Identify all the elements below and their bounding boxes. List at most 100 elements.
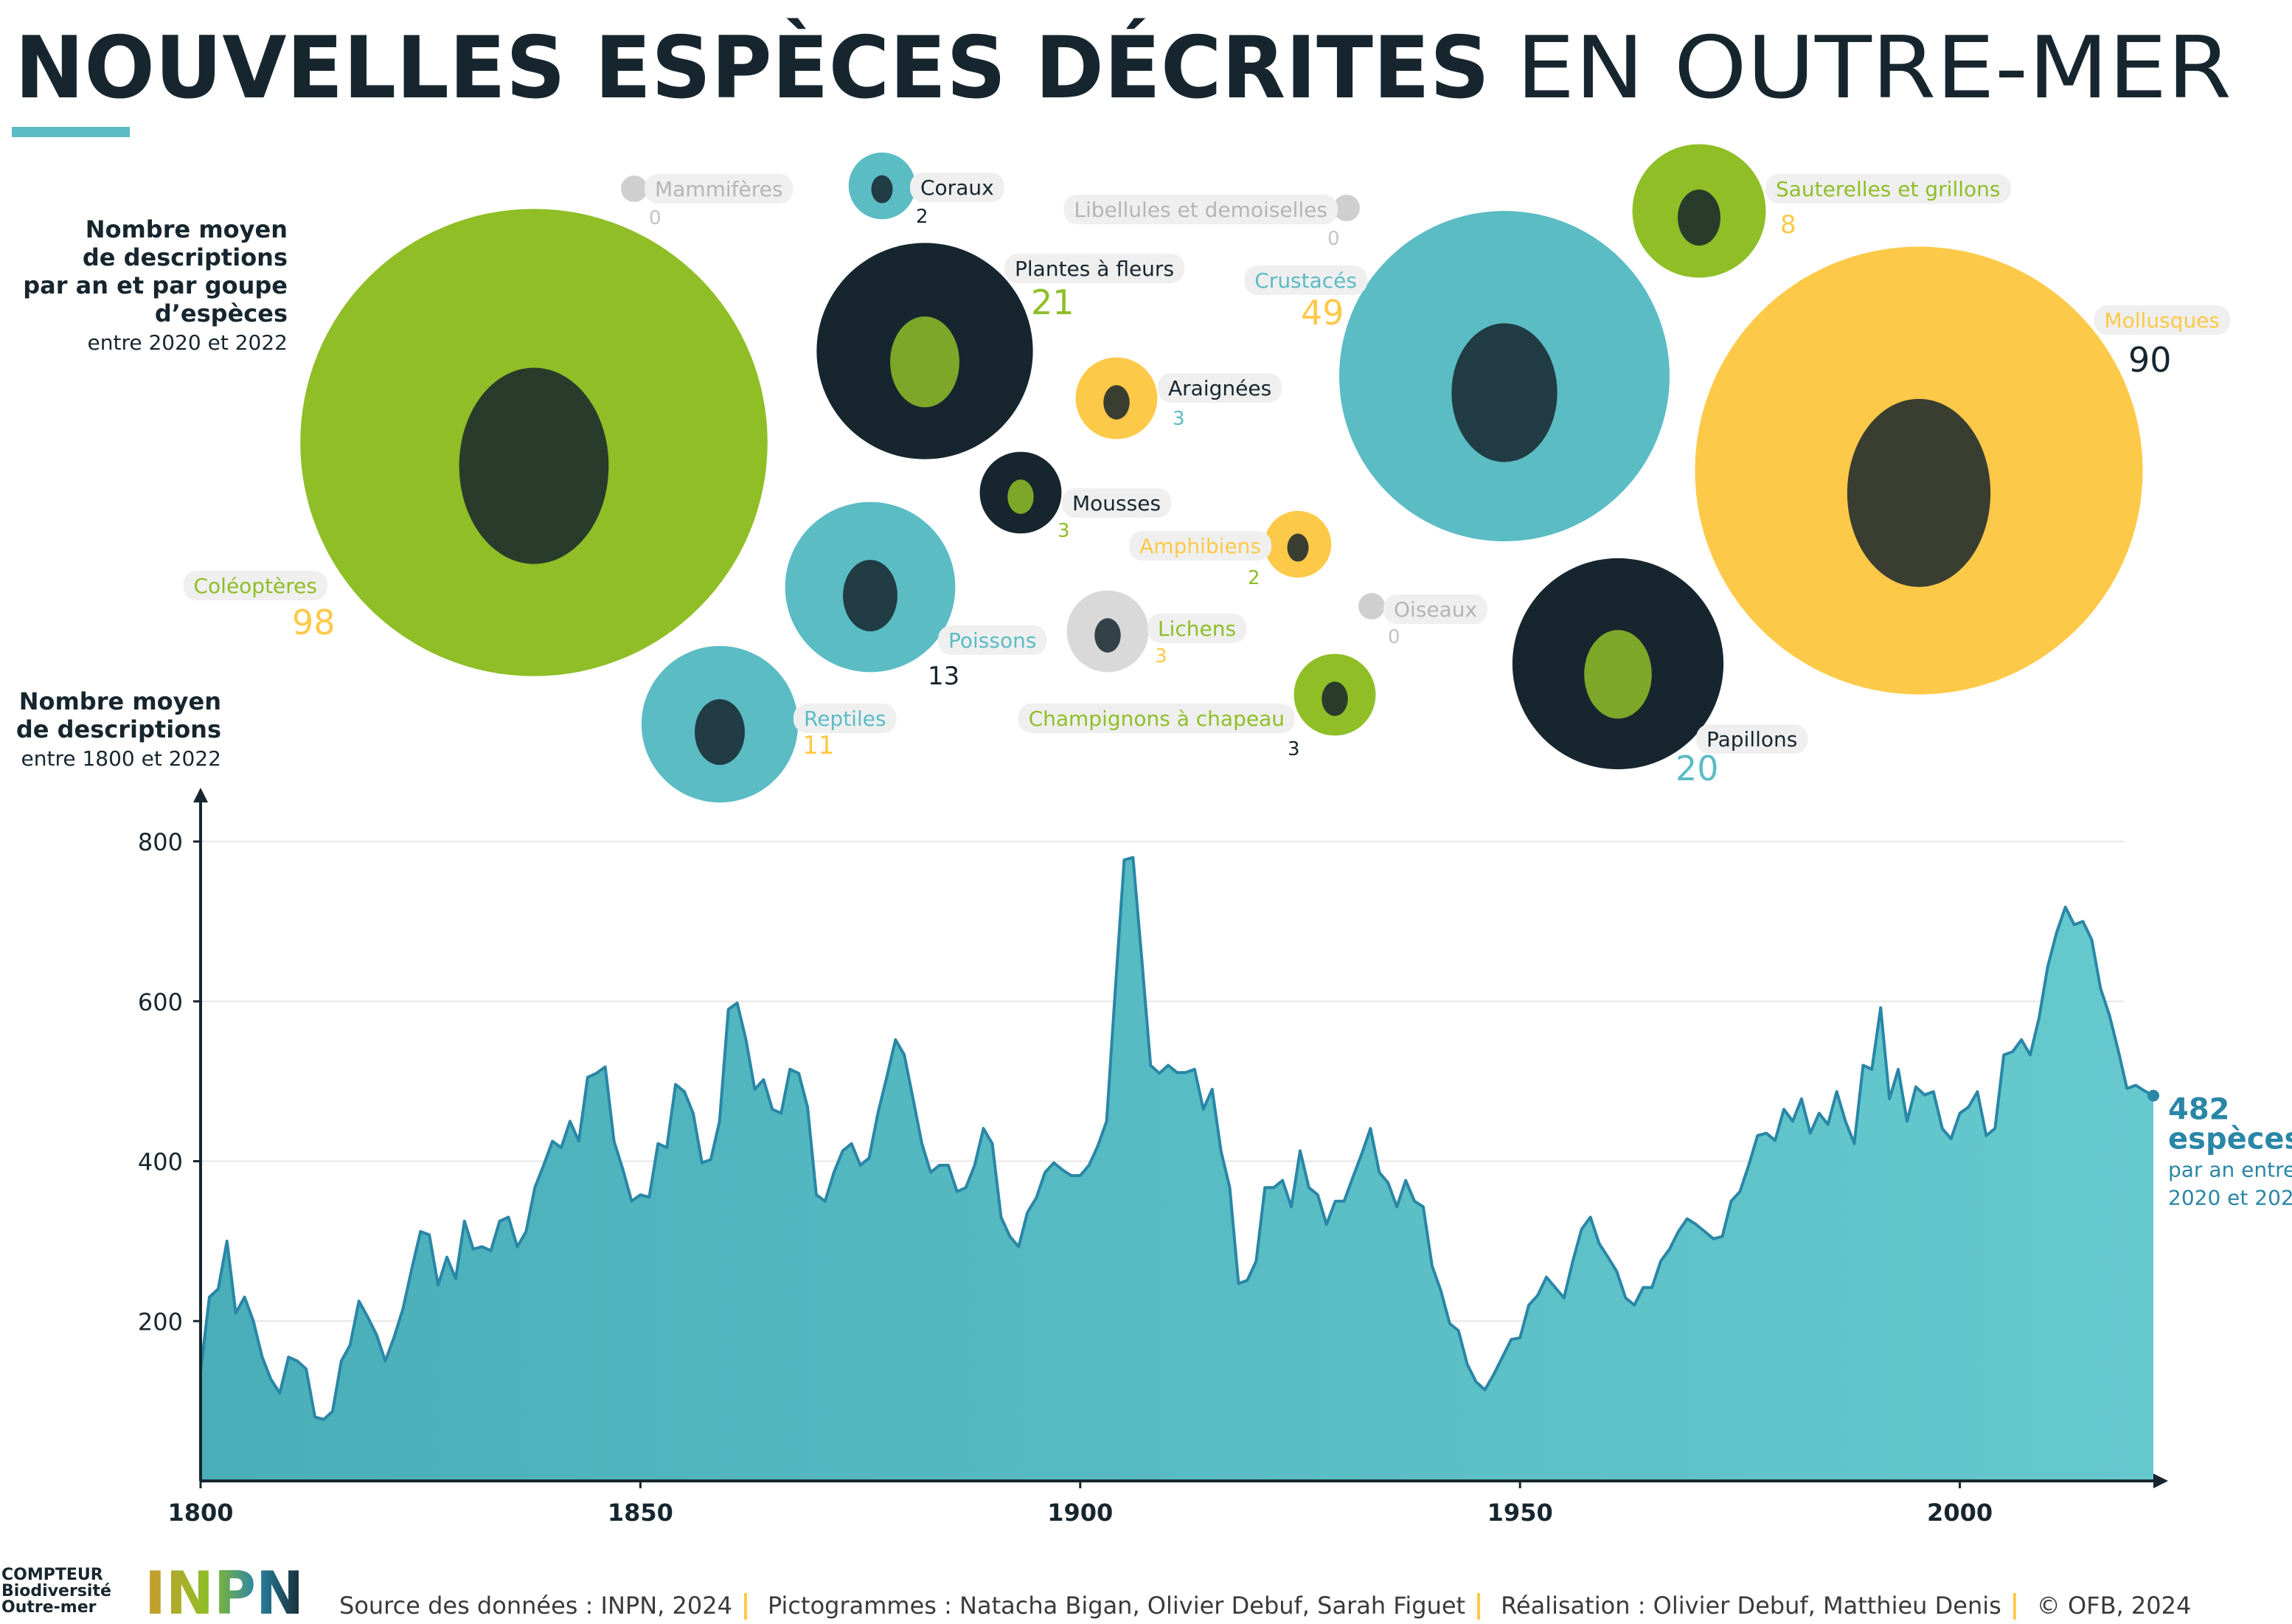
end-point: [2147, 1089, 2159, 1102]
bubble-icon: [1007, 479, 1034, 514]
y-axis-label: de descriptions: [16, 715, 221, 743]
bubble-icon: [1103, 385, 1130, 420]
bubble-label: Mousses: [1072, 491, 1161, 516]
bubble-label: Oiseaux: [1394, 597, 1477, 622]
bubble-value: 49: [1301, 293, 1344, 333]
x-tick-label: 2000: [1927, 1499, 1993, 1527]
x-tick-label: 1800: [167, 1499, 233, 1527]
bubble-icon: [843, 560, 897, 631]
bubble-label: Libellules et demoiselles: [1074, 198, 1327, 222]
logo-text: Outre-mer: [1, 1598, 97, 1617]
label-pill: [183, 571, 327, 600]
bubble-label: Plantes à fleurs: [1015, 257, 1174, 281]
y-axis-label-sub: entre 1800 et 2022: [21, 746, 222, 771]
bubble-icon: [695, 699, 745, 766]
note-line: Nombre moyen: [86, 215, 288, 243]
bubble: [1333, 195, 1360, 221]
bubble-label: Amphibiens: [1139, 534, 1261, 558]
y-tick-label: 200: [138, 1308, 183, 1336]
bubble-icon: [871, 175, 893, 204]
label-pill: [1129, 531, 1271, 561]
line: [199, 856, 2154, 1421]
x-tick-label: 1950: [1487, 1499, 1553, 1527]
bubble-value: 3: [1058, 520, 1070, 542]
bubble-value: 2: [916, 206, 928, 228]
label-pill: [1063, 195, 1338, 224]
bubble-label: Crustacés: [1254, 268, 1357, 293]
bubble-icon: [890, 316, 959, 408]
bubble-icon: [1678, 190, 1720, 246]
logo-text: COMPTEUR: [1, 1566, 103, 1584]
bubble: [1358, 593, 1385, 620]
bubble-value: 21: [1031, 282, 1074, 322]
y-tick-label: 800: [138, 828, 183, 856]
label-pill: [2094, 305, 2230, 335]
bubble-icon: [1451, 323, 1557, 462]
label-pill: [1062, 488, 1172, 518]
bubble-label: Coraux: [920, 176, 994, 200]
annotation-line: espèces: [2168, 1122, 2292, 1156]
bubble-label: Mammifères: [655, 177, 782, 201]
bubble-label: Poissons: [948, 628, 1036, 653]
bubble-icon: [1287, 533, 1309, 562]
x-axis-arrow: [2153, 1474, 2168, 1488]
bubble-label: Reptiles: [804, 707, 886, 731]
bubble-value: 3: [1173, 408, 1185, 430]
separator: [1477, 1593, 1481, 1620]
title-bold: NOUVELLES ESPÈCES DÉCRITES: [15, 18, 1490, 118]
bubble-icon: [459, 367, 609, 564]
label-pill: [1147, 614, 1247, 643]
y-tick-label: 600: [138, 988, 183, 1016]
label-pill: [1004, 254, 1185, 283]
separator: [2013, 1593, 2016, 1620]
bubble-value: 8: [1780, 210, 1796, 240]
bubble-label: Mollusques: [2104, 308, 2220, 333]
bubble-value: 90: [2128, 340, 2172, 380]
separator: [743, 1593, 747, 1620]
bubble-value: 0: [649, 207, 661, 229]
label-pill: [1765, 174, 2011, 204]
logo-text: Biodiversité: [1, 1582, 111, 1600]
bubble-value: 98: [292, 603, 336, 642]
label-pill: [645, 174, 793, 204]
bubble-label: Coléoptères: [193, 574, 317, 598]
x-tick-label: 1900: [1047, 1499, 1113, 1527]
bubble-value: 2: [1248, 567, 1260, 589]
x-tick-label: 1850: [608, 1499, 673, 1527]
y-tick-label: 400: [138, 1148, 183, 1176]
area: [201, 857, 2153, 1481]
note-sub: entre 2020 et 2022: [88, 330, 288, 355]
title-underline: [12, 127, 130, 137]
label-pill: [1383, 594, 1488, 624]
bubble-label: Lichens: [1158, 617, 1236, 641]
note-line: d’espèces: [155, 299, 288, 327]
bubble-label: Champignons à chapeau: [1029, 707, 1285, 731]
annotation-line: 2020 et 2022: [2168, 1186, 2292, 1210]
bubble-value: 11: [802, 731, 834, 760]
credit: Réalisation : Olivier Debuf, Matthieu De…: [1501, 1592, 2001, 1620]
label-pill: [1244, 266, 1367, 295]
bubble-icon: [1584, 630, 1652, 719]
label-pill: [1696, 724, 1808, 754]
credit: © OFB, 2024: [2037, 1592, 2192, 1620]
annotation-value: 482: [2168, 1093, 2230, 1127]
bubble-label: Sauterelles et grillons: [1776, 177, 2000, 201]
y-axis-label: Nombre moyen: [19, 687, 221, 715]
bubble-value: 20: [1675, 749, 1719, 788]
bubble-icon: [1094, 618, 1121, 653]
bubble-value: 3: [1155, 645, 1167, 667]
label-pill: [1018, 704, 1295, 733]
label-pill: [910, 173, 1004, 202]
bubble-label: Araignées: [1168, 376, 1271, 400]
bubble-value: 0: [1388, 626, 1400, 648]
bubble-value: 13: [928, 662, 959, 691]
label-pill: [1158, 373, 1282, 403]
note-line: par an et par goupe: [23, 271, 288, 299]
title-regular: EN OUTRE-MER: [1516, 18, 2232, 118]
bubble-label: Papillons: [1706, 727, 1797, 752]
